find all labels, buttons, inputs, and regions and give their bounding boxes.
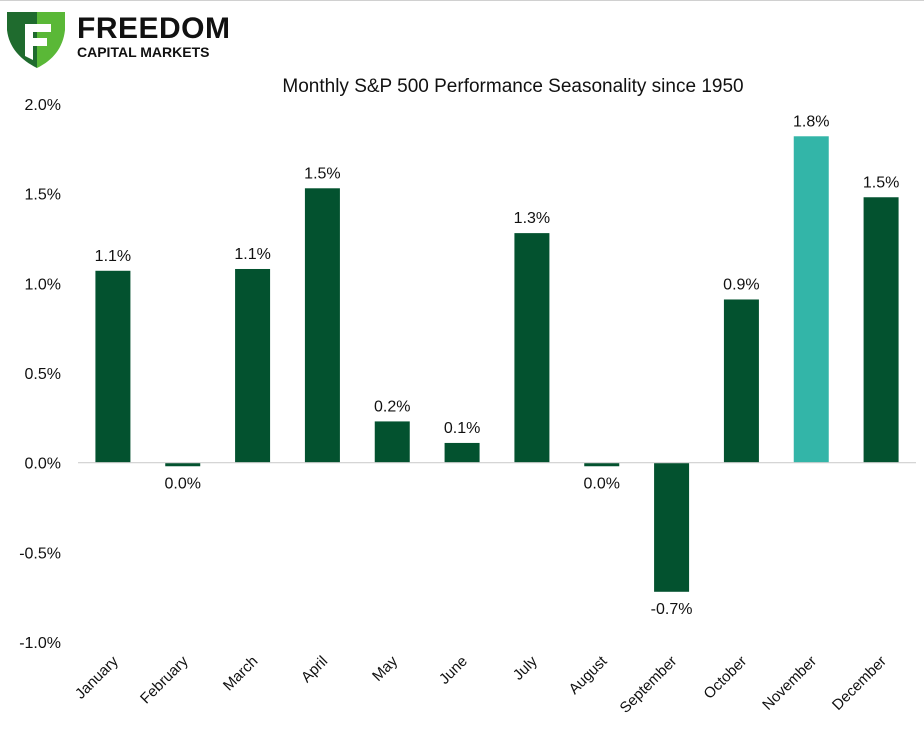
y-tick-label: 2.0% [25, 97, 61, 114]
bar-november [793, 136, 829, 463]
x-tick-label-december: December [829, 653, 890, 714]
x-tick-label-september: September [617, 653, 681, 717]
data-label-august: 0.0% [584, 475, 620, 492]
top-rule [0, 0, 924, 1]
data-label-october: 0.9% [723, 276, 759, 293]
brand-subtitle: CAPITAL MARKETS [77, 44, 210, 60]
data-label-september: -0.7% [651, 601, 693, 618]
bars-group [95, 136, 899, 592]
data-labels-group: 1.1% 0.0% 1.1% 1.5% 0.2% 0.1% 1.3% 0.0% -0.7% 0.9… [95, 113, 900, 618]
data-label-may: 0.2% [374, 398, 410, 415]
data-label-june: 0.1% [444, 420, 480, 437]
bar-february [165, 462, 201, 467]
data-label-july: 1.3% [514, 210, 550, 227]
x-tick-label-august: August [566, 652, 612, 698]
data-label-march: 1.1% [234, 246, 270, 263]
y-tick-label: 1.5% [25, 187, 61, 204]
data-label-february: 0.0% [165, 475, 201, 492]
bar-september [654, 462, 690, 592]
y-tick-label: 1.0% [25, 276, 61, 293]
data-label-november: 1.8% [793, 113, 829, 130]
data-label-april: 1.5% [304, 165, 340, 182]
brand-name: FREEDOM [77, 12, 231, 45]
x-tick-label-march: March [220, 653, 261, 694]
x-tick-label-july: July [510, 652, 541, 683]
data-label-january: 1.1% [95, 248, 131, 265]
bar-december [863, 197, 899, 463]
bar-august [584, 462, 620, 467]
y-tick-label: 0.0% [25, 456, 61, 473]
bar-january [95, 270, 131, 463]
x-tick-label-january: January [72, 652, 122, 702]
bar-may [374, 421, 410, 463]
x-tick-label-october: October [700, 653, 750, 703]
bar-march [235, 268, 271, 463]
bar-july [514, 233, 550, 463]
y-axis: 2.0% 1.5% 1.0% 0.5% 0.0% -0.5% -1.0% [19, 97, 61, 652]
brand-logo: FREEDOM CAPITAL MARKETS [5, 8, 245, 72]
y-tick-label: -1.0% [19, 635, 61, 652]
chart-title: Monthly S&P 500 Performance Seasonality … [282, 76, 743, 97]
data-label-december: 1.5% [863, 174, 899, 191]
x-tick-label-february: February [137, 652, 192, 707]
x-tick-label-may: May [369, 652, 401, 684]
x-axis: January February March April May June July Augu… [72, 652, 890, 716]
x-tick-label-april: April [298, 653, 331, 686]
x-tick-label-june: June [436, 653, 471, 688]
bar-april [304, 188, 340, 463]
y-tick-label: -0.5% [19, 545, 61, 562]
bar-june [444, 442, 480, 463]
x-tick-label-november: November [759, 653, 820, 714]
freedom-shield-icon [7, 12, 65, 68]
y-tick-label: 0.5% [25, 366, 61, 383]
bar-october [723, 299, 759, 463]
